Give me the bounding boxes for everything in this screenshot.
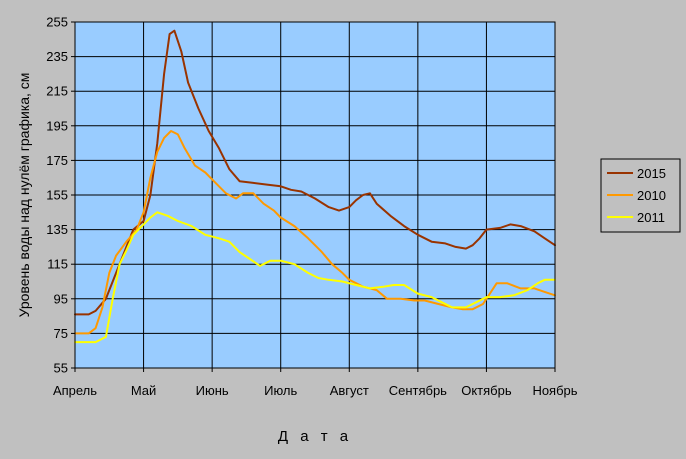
x-tick-label: Август [330, 383, 369, 398]
y-tick-label: 55 [54, 361, 68, 376]
legend-label-2010: 2010 [637, 188, 666, 203]
legend: 2015 2010 2011 [600, 158, 681, 233]
y-tick-label: 135 [46, 222, 68, 237]
y-tick-label: 115 [47, 257, 68, 272]
y-axis-title: Уровень воды над нулём графика, см [16, 73, 32, 318]
x-tick-label: Ноябрь [532, 383, 577, 398]
x-tick-label: Май [131, 383, 156, 398]
x-tick-label: Сентябрь [389, 383, 447, 398]
y-tick-label: 155 [46, 188, 68, 203]
legend-label-2011: 2011 [637, 210, 665, 225]
y-tick-label: 255 [46, 15, 68, 30]
y-tick-label: 235 [46, 49, 68, 64]
x-axis-ticks: Апрель Май Июнь Июль Август Сентябрь Октябрь Но… [53, 368, 578, 398]
y-tick-label: 175 [46, 153, 68, 168]
x-tick-label: Апрель [53, 383, 97, 398]
series-line-2010 [74, 130, 556, 335]
x-tick-label: Июль [264, 383, 297, 398]
legend-label-2015: 2015 [637, 166, 666, 181]
y-tick-label: 195 [46, 118, 68, 133]
series-line-2011 [74, 211, 556, 344]
y-axis-ticks: 55 75 95 115 135 155 175 195 215 235 255 [46, 15, 75, 376]
x-tick-label: Июнь [196, 383, 229, 398]
x-axis-title: Д а т а [278, 428, 352, 445]
y-tick-label: 95 [54, 291, 68, 306]
series-layer [74, 29, 556, 344]
legend-box [600, 158, 681, 233]
y-tick-label: 215 [46, 84, 68, 99]
x-tick-label: Октябрь [461, 383, 512, 398]
series-line-2015 [74, 29, 556, 316]
y-tick-label: 75 [54, 326, 68, 341]
